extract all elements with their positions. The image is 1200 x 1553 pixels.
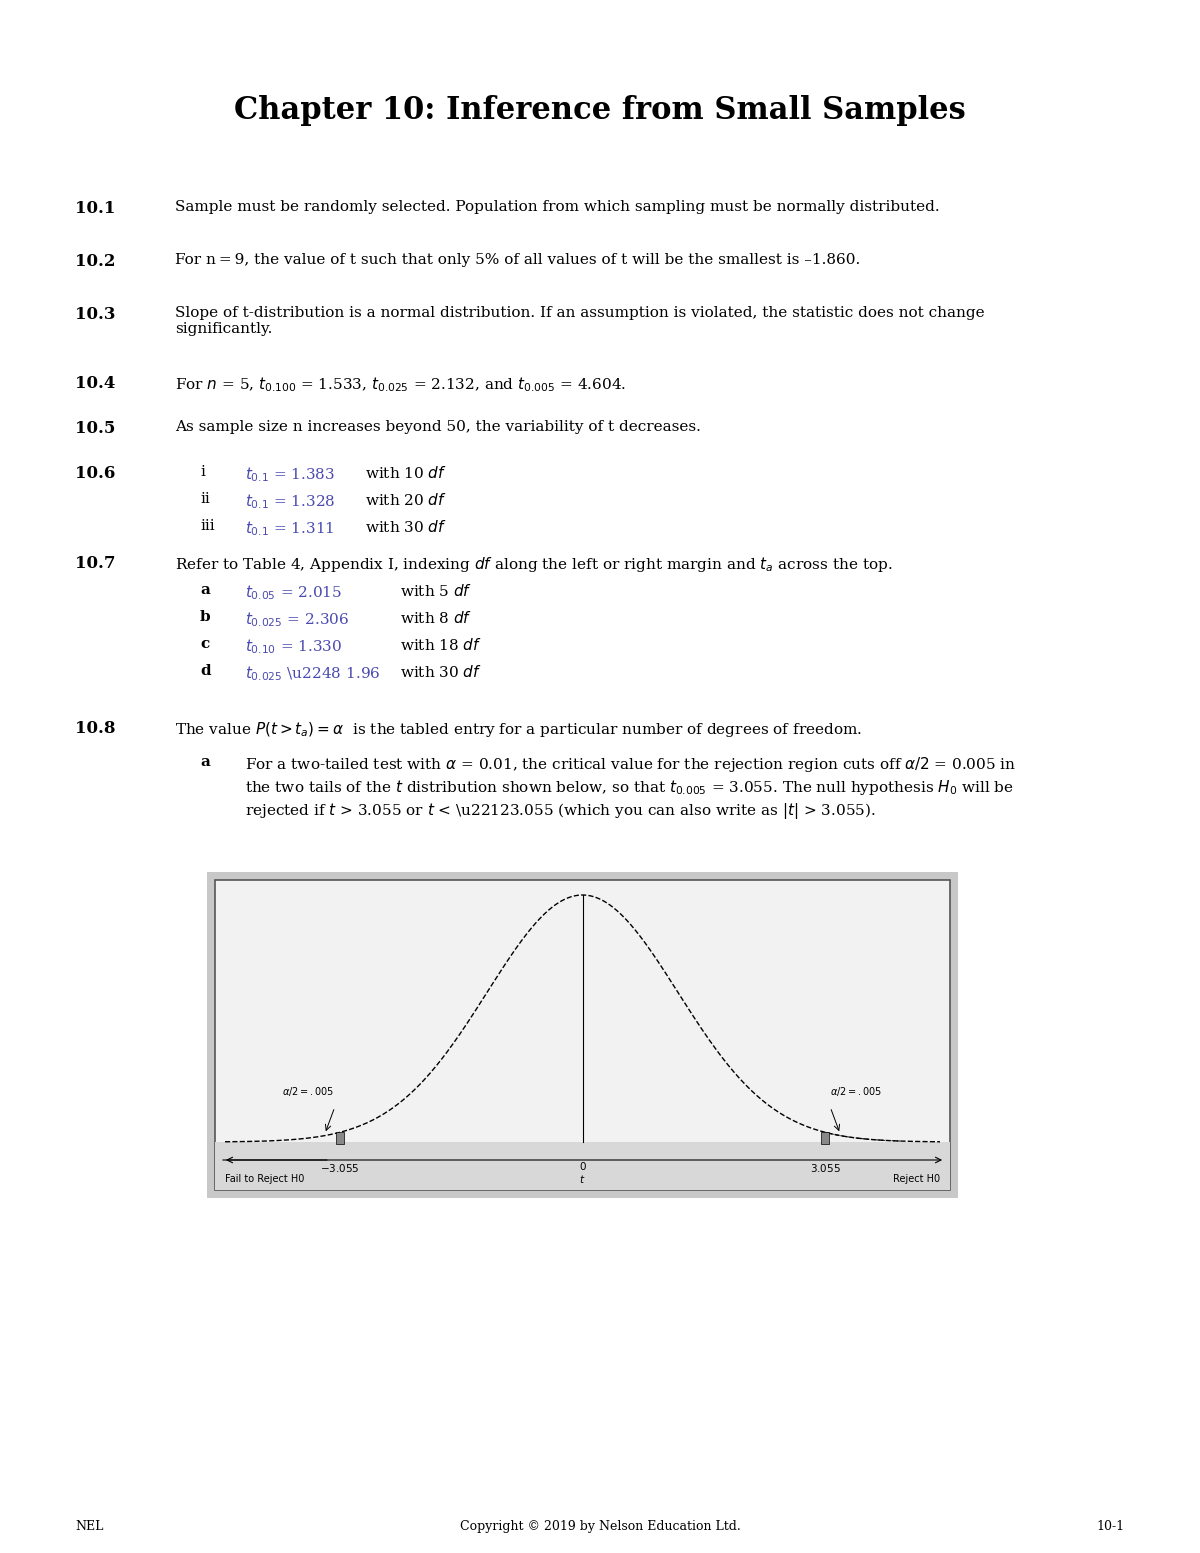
Text: $t_{0.1}$ = 1.328: $t_{0.1}$ = 1.328 <box>245 492 336 511</box>
Text: 10.3: 10.3 <box>74 306 115 323</box>
Text: Refer to Table 4, Appendix I, indexing $df$ along the left or right margin and $: Refer to Table 4, Appendix I, indexing $… <box>175 554 893 575</box>
Text: The value $P(t > t_a) = \alpha$  is the tabled entry for a particular number of : The value $P(t > t_a) = \alpha$ is the t… <box>175 721 862 739</box>
Text: i: i <box>200 464 205 478</box>
Text: Sample must be randomly selected. Population from which sampling must be normall: Sample must be randomly selected. Popula… <box>175 200 940 214</box>
Text: $t_{0.05}$ = 2.015: $t_{0.05}$ = 2.015 <box>245 582 342 601</box>
Text: with 5 $df$: with 5 $df$ <box>400 582 473 599</box>
Text: the two tails of the $t$ distribution shown below, so that $t_{0.005}$ = 3.055. : the two tails of the $t$ distribution sh… <box>245 778 1014 797</box>
Text: 10.7: 10.7 <box>74 554 115 572</box>
Text: $t_{0.10}$ = 1.330: $t_{0.10}$ = 1.330 <box>245 637 342 655</box>
Text: $t_{0.1}$ = 1.311: $t_{0.1}$ = 1.311 <box>245 519 335 537</box>
Text: 10.6: 10.6 <box>74 464 115 481</box>
Text: Slope of t-distribution is a normal distribution. If an assumption is violated, : Slope of t-distribution is a normal dist… <box>175 306 985 335</box>
Text: a: a <box>200 755 210 769</box>
Text: c: c <box>200 637 209 651</box>
Text: $\alpha/2 = .005$: $\alpha/2 = .005$ <box>282 1086 335 1098</box>
Text: $t_{0.025}$ \u2248 1.96: $t_{0.025}$ \u2248 1.96 <box>245 665 380 683</box>
Bar <box>215 881 950 1190</box>
Text: Chapter 10: Inference from Small Samples: Chapter 10: Inference from Small Samples <box>234 95 966 126</box>
Text: with 10 $df$: with 10 $df$ <box>365 464 446 481</box>
Text: with 20 $df$: with 20 $df$ <box>365 492 446 508</box>
Text: iii: iii <box>200 519 215 533</box>
Text: For $n$ = 5, $t_{0.100}$ = 1.533, $t_{0.025}$ = 2.132, and $t_{0.005}$ = 4.604.: For $n$ = 5, $t_{0.100}$ = 1.533, $t_{0.… <box>175 374 626 394</box>
Text: 10.8: 10.8 <box>74 721 115 738</box>
Text: d: d <box>200 665 211 679</box>
Text: 10-1: 10-1 <box>1097 1520 1126 1533</box>
Text: $-3.055$: $-3.055$ <box>320 1162 360 1174</box>
Text: $\alpha/2 = .005$: $\alpha/2 = .005$ <box>830 1086 882 1098</box>
Text: For n = 9, the value of t such that only 5% of all values of t will be the small: For n = 9, the value of t such that only… <box>175 253 860 267</box>
Text: $t_{0.1}$ = 1.383: $t_{0.1}$ = 1.383 <box>245 464 335 483</box>
Text: ii: ii <box>200 492 210 506</box>
Text: Reject H0: Reject H0 <box>893 1174 940 1183</box>
Text: with 30 $df$: with 30 $df$ <box>400 665 482 680</box>
Text: $t_{0.025}$ = 2.306: $t_{0.025}$ = 2.306 <box>245 610 349 629</box>
Text: $3.055$: $3.055$ <box>810 1162 841 1174</box>
Bar <box>215 1141 950 1190</box>
Text: with 30 $df$: with 30 $df$ <box>365 519 446 534</box>
Text: 10.2: 10.2 <box>74 253 115 270</box>
Text: 0: 0 <box>580 1162 586 1173</box>
Text: 10.4: 10.4 <box>74 374 115 391</box>
Bar <box>208 871 958 1197</box>
Bar <box>821 1132 829 1145</box>
Text: Fail to Reject H0: Fail to Reject H0 <box>226 1174 305 1183</box>
Text: $t$: $t$ <box>580 1173 586 1185</box>
Text: 10.5: 10.5 <box>74 419 115 436</box>
Text: Copyright © 2019 by Nelson Education Ltd.: Copyright © 2019 by Nelson Education Ltd… <box>460 1520 740 1533</box>
Text: rejected if $t$ > 3.055 or $t$ < \u22123.055 (which you can also write as $|t|$ : rejected if $t$ > 3.055 or $t$ < \u22123… <box>245 801 876 822</box>
Bar <box>336 1132 343 1145</box>
Text: 10.1: 10.1 <box>74 200 115 217</box>
Text: For a two-tailed test with $\alpha$ = 0.01, the critical value for the rejection: For a two-tailed test with $\alpha$ = 0.… <box>245 755 1016 773</box>
Text: As sample size n increases beyond 50, the variability of t decreases.: As sample size n increases beyond 50, th… <box>175 419 701 433</box>
Text: b: b <box>200 610 211 624</box>
Text: with 18 $df$: with 18 $df$ <box>400 637 482 652</box>
Text: a: a <box>200 582 210 596</box>
Text: with 8 $df$: with 8 $df$ <box>400 610 473 626</box>
Text: NEL: NEL <box>74 1520 103 1533</box>
